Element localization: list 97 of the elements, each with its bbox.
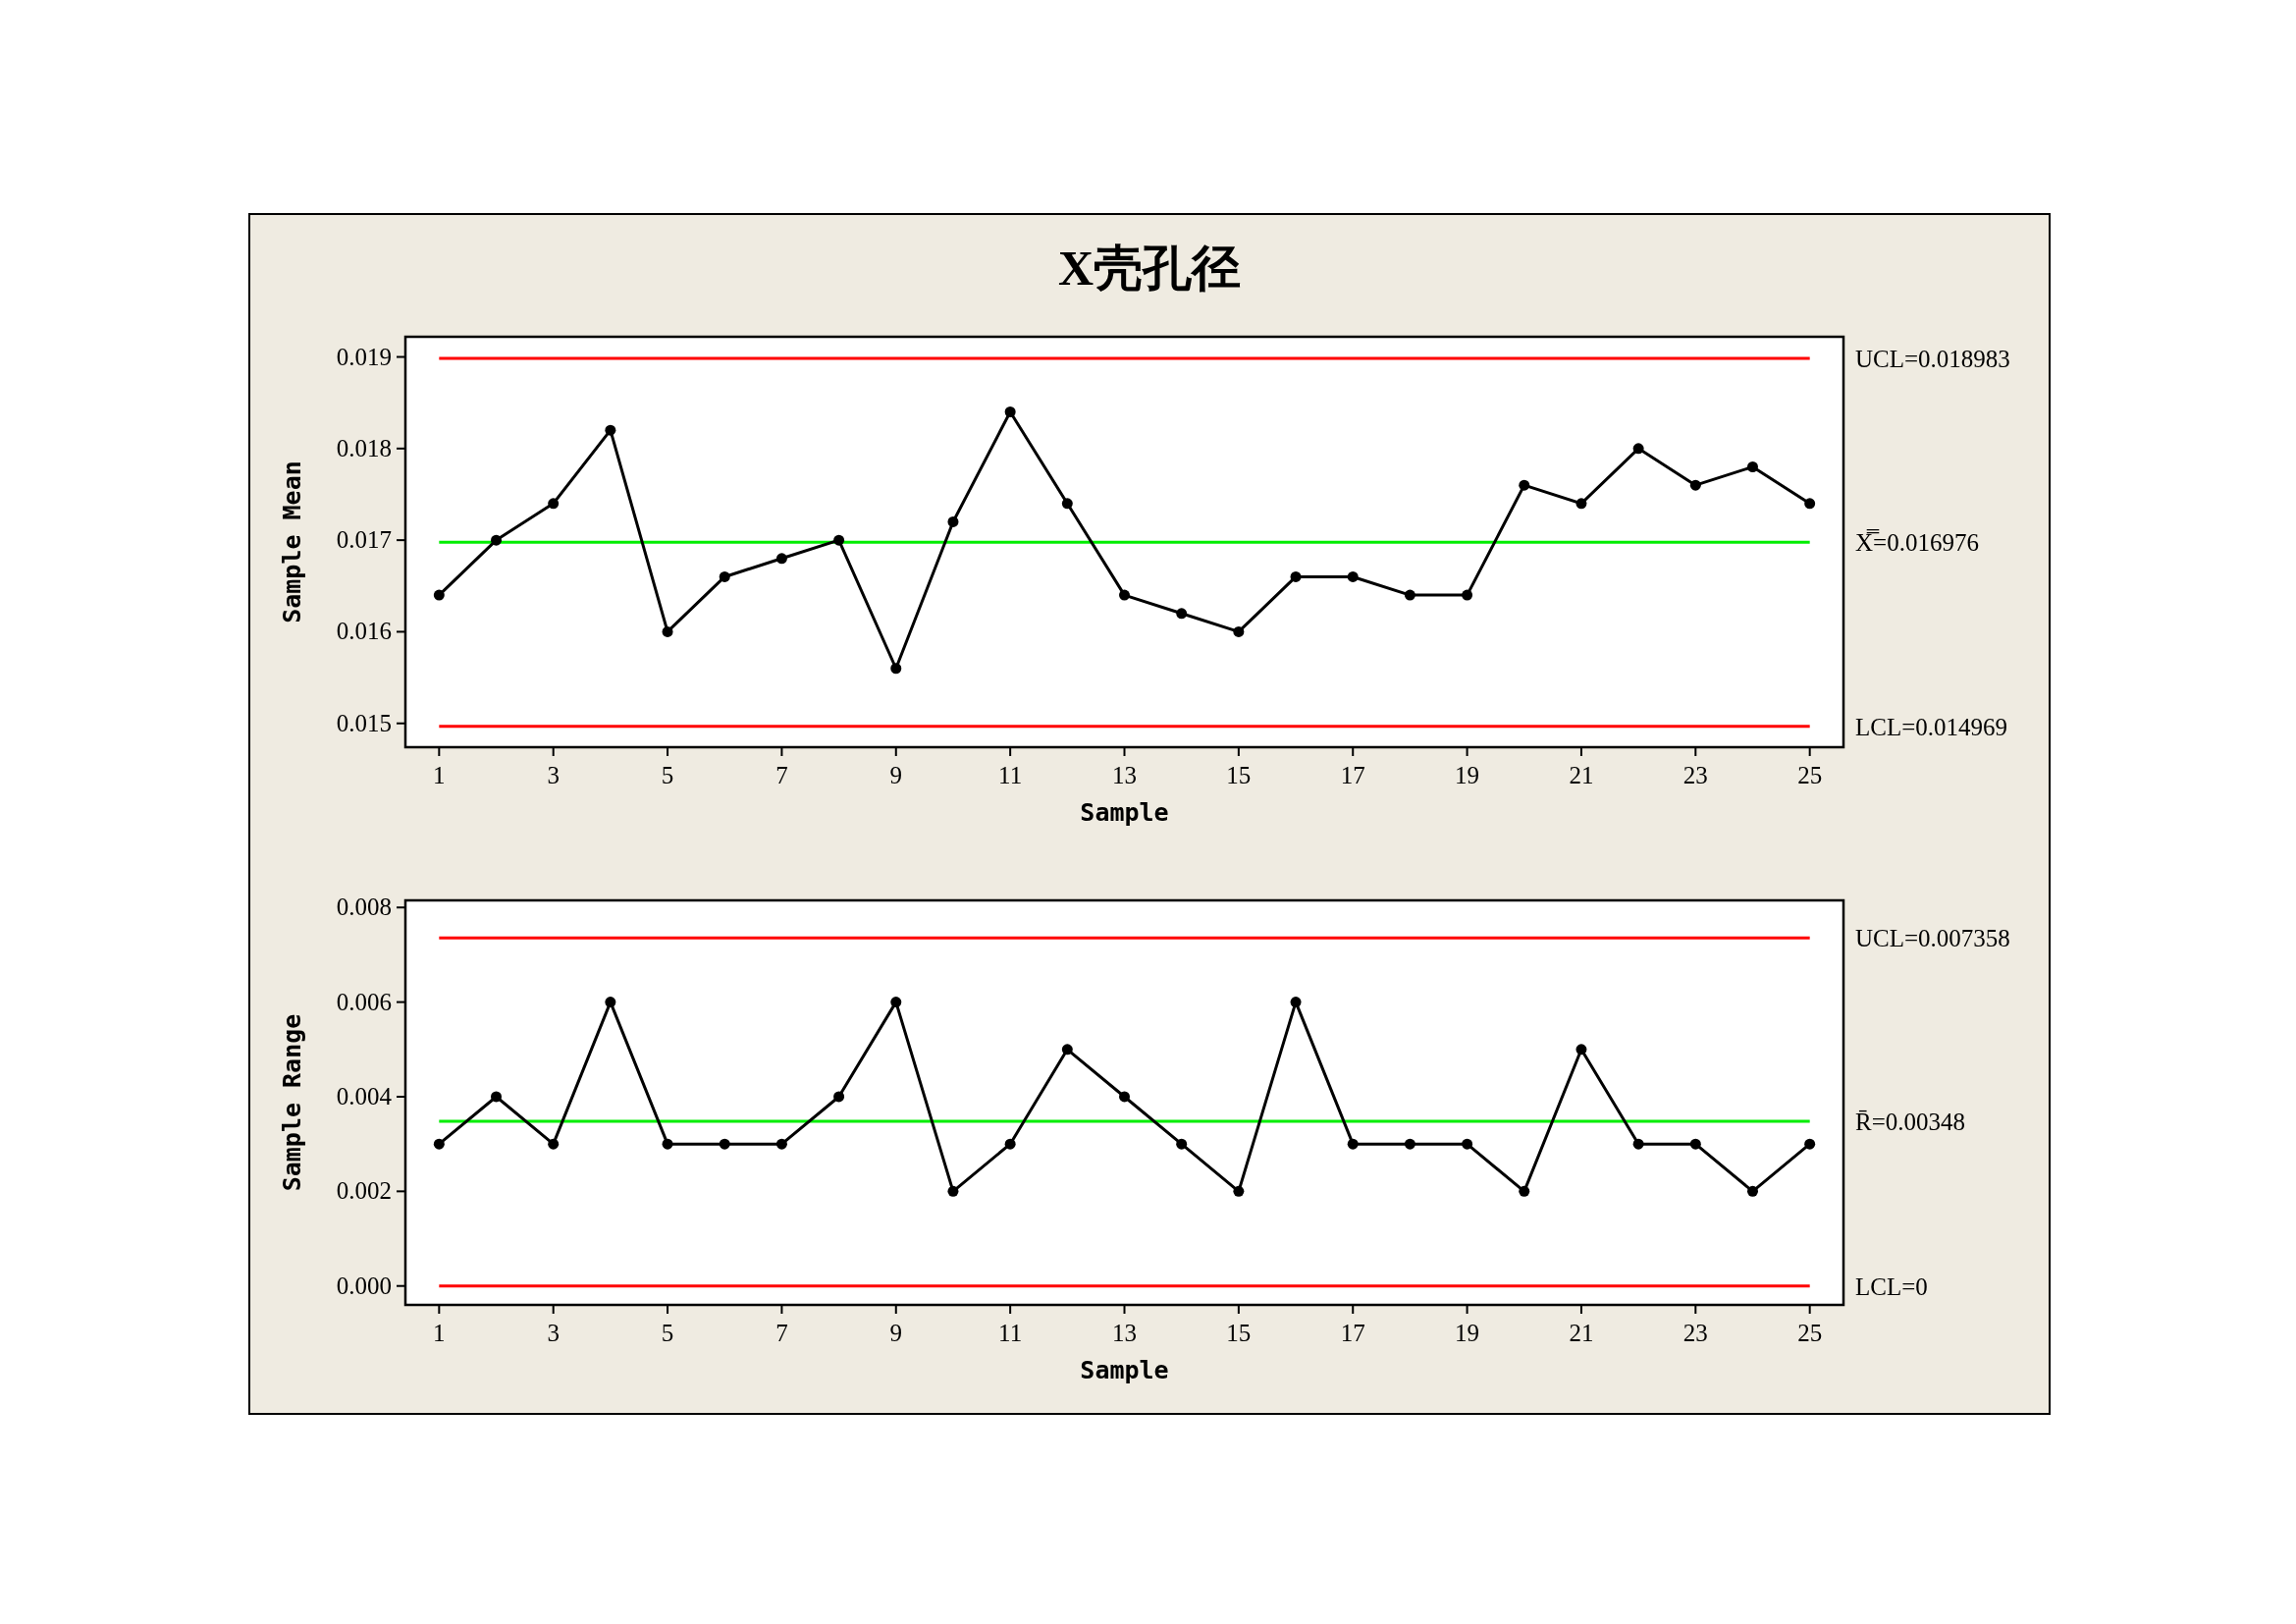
point [1575, 498, 1587, 510]
ref-line-label: LCL=0 [1855, 1272, 1928, 1300]
x-tick-label: 25 [1797, 1320, 1823, 1346]
point [548, 498, 560, 510]
point [1347, 570, 1359, 582]
x-tick-label: 19 [1455, 762, 1480, 788]
point [1519, 479, 1530, 491]
x-tick-label: 5 [661, 762, 674, 788]
x-tick-label: 9 [889, 1320, 903, 1346]
point [1404, 589, 1415, 601]
point [433, 589, 445, 601]
point [1347, 1138, 1359, 1150]
point [1061, 498, 1073, 510]
x-tick-label: 13 [1112, 762, 1137, 788]
point [1061, 1044, 1073, 1056]
x-tick-label: 9 [889, 762, 903, 788]
x-tick-label: 25 [1797, 762, 1823, 788]
point [833, 1091, 845, 1103]
x-tick-label: 5 [661, 1320, 674, 1346]
point [1804, 498, 1816, 510]
ref-line-label: LCL=0.014969 [1855, 713, 2008, 740]
point [1632, 1138, 1644, 1150]
y-tick-label: 0.008 [336, 893, 392, 921]
point [775, 553, 787, 565]
point [1233, 1185, 1245, 1197]
point [491, 534, 503, 546]
y-tick-label: 0.015 [336, 709, 392, 736]
x-axis-title: Sample [1080, 1356, 1169, 1384]
x-tick-label: 11 [998, 762, 1023, 788]
point [1119, 589, 1130, 601]
point [1290, 997, 1302, 1008]
point [1632, 443, 1644, 455]
x-tick-label: 23 [1682, 1320, 1708, 1346]
x-tick-label: 15 [1226, 1320, 1252, 1346]
point [1746, 460, 1758, 472]
point [548, 1138, 560, 1150]
point [947, 1185, 959, 1197]
ref-line-label: UCL=0.007358 [1855, 925, 2010, 952]
x-tick-label: 3 [547, 762, 560, 788]
x-tick-label: 11 [998, 1320, 1023, 1346]
y-tick-label: 0.000 [336, 1272, 392, 1299]
x-axis-title: Sample [1080, 798, 1169, 827]
x-tick-label: 21 [1569, 1320, 1594, 1346]
x-tick-label: 7 [775, 762, 788, 788]
point [1176, 1138, 1188, 1150]
x-tick-label: 15 [1226, 762, 1252, 788]
chart-title: X壳孔径 [1057, 241, 1242, 296]
point [491, 1091, 503, 1103]
x-tick-label: 3 [547, 1320, 560, 1346]
point [1519, 1185, 1530, 1197]
point [1689, 479, 1701, 491]
y-tick-label: 0.016 [336, 618, 392, 645]
point [719, 1138, 730, 1150]
point [1575, 1044, 1587, 1056]
point [890, 997, 902, 1008]
point [1746, 1185, 1758, 1197]
point [1462, 1138, 1473, 1150]
x-tick-label: 17 [1340, 1320, 1365, 1346]
x-tick-label: 1 [433, 1320, 446, 1346]
x-tick-label: 1 [433, 762, 446, 788]
point [775, 1138, 787, 1150]
point [1804, 1138, 1816, 1150]
point [1689, 1138, 1701, 1150]
y-tick-label: 0.002 [336, 1177, 392, 1205]
point [890, 663, 902, 675]
point [605, 424, 616, 436]
point [662, 625, 673, 637]
x-tick-label: 17 [1340, 762, 1365, 788]
y-tick-label: 0.019 [336, 343, 392, 370]
point [662, 1138, 673, 1150]
point [1004, 1138, 1016, 1150]
point [1119, 1091, 1130, 1103]
point [1004, 406, 1016, 418]
y-tick-label: 0.018 [336, 434, 392, 461]
x-tick-label: 7 [775, 1320, 788, 1346]
y-tick-label: 0.004 [336, 1082, 393, 1110]
point [1404, 1138, 1415, 1150]
point [1290, 570, 1302, 582]
x-tick-label: 13 [1112, 1320, 1137, 1346]
point [833, 534, 845, 546]
point [947, 515, 959, 527]
point [1233, 625, 1245, 637]
y-axis-title: Sample Range [278, 1013, 306, 1192]
point [433, 1138, 445, 1150]
x-tick-label: 21 [1569, 762, 1594, 788]
x-tick-label: 19 [1455, 1320, 1480, 1346]
y-tick-label: 0.006 [336, 988, 392, 1015]
point [605, 997, 616, 1008]
point [1462, 589, 1473, 601]
point [719, 570, 730, 582]
x-tick-label: 23 [1682, 762, 1708, 788]
ref-line-label: X̿=0.016976 [1855, 528, 1979, 557]
ref-line-label: R̄=0.00348 [1855, 1109, 1966, 1136]
point [1176, 608, 1188, 620]
ref-line-label: UCL=0.018983 [1855, 346, 2010, 373]
y-tick-label: 0.017 [336, 526, 392, 554]
y-axis-title: Sample Mean [278, 460, 306, 623]
